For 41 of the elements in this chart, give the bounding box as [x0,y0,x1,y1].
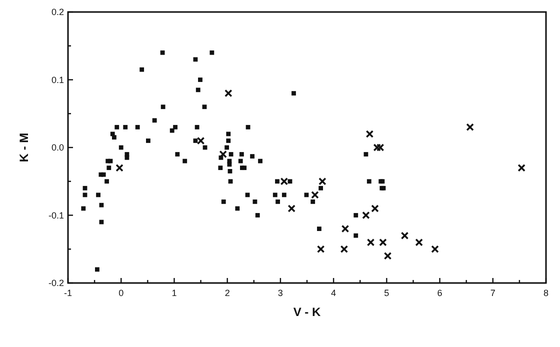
x-tick-label: 2 [224,288,230,298]
point [311,191,319,199]
point [362,211,370,220]
point [379,238,387,246]
point [431,245,439,254]
x-tick-label: 4 [331,288,336,298]
x-tick-label: 3 [278,288,283,298]
point [376,144,384,152]
point [366,238,375,246]
point [384,252,392,260]
y-tick-label: 0.1 [51,74,64,85]
point [196,136,205,145]
point [116,164,124,172]
point [341,224,350,233]
point [371,204,379,212]
x-tick-label: 7 [490,288,496,298]
point [373,144,382,152]
y-tick-label: -0.1 [48,210,64,220]
point [318,177,326,186]
x-tick-label: 1 [172,288,177,298]
y-tick-label: 0.2 [51,7,64,17]
x-tick-label: 0 [118,288,124,298]
y-tick-label: -0.2 [48,278,64,288]
x-tick-label: -1 [64,288,72,298]
point [340,245,348,254]
point [466,123,474,132]
point [280,177,288,186]
point [400,232,409,240]
y-tick-label: 0.0 [51,142,64,152]
point [288,204,296,212]
x-tick-label: 8 [543,288,549,298]
point [316,245,325,254]
point [224,89,232,98]
point [219,150,227,158]
y-axis-title: K - M [17,132,31,162]
point [415,238,423,246]
x-tick-label: 6 [437,288,442,298]
x-tick-label: 5 [384,288,390,298]
point [366,130,374,138]
point [518,164,526,172]
x-axis-title: V - K [293,305,321,319]
